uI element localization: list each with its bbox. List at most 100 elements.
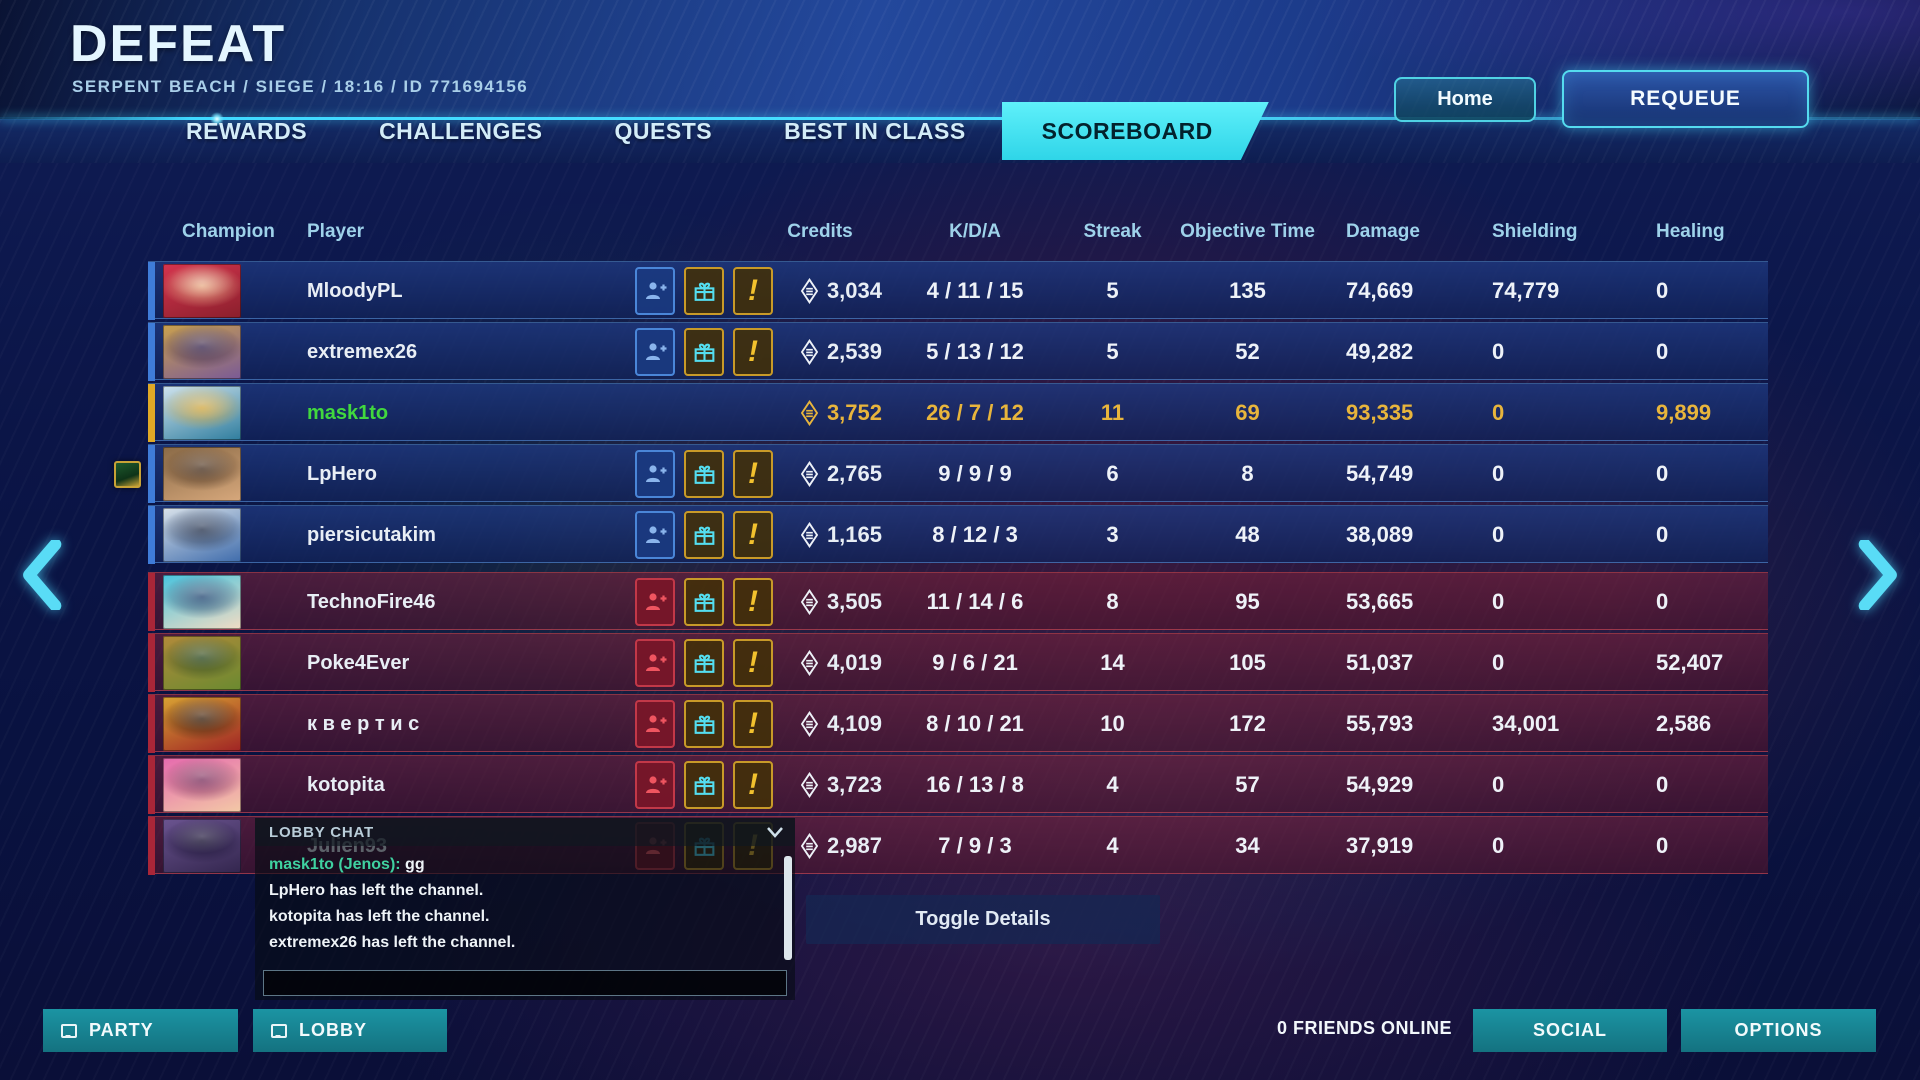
report-exclamation-icon[interactable]: ! (733, 700, 773, 748)
champion-portrait-image (163, 447, 241, 501)
stat-shielding: 0 (1492, 339, 1505, 364)
enemy-team-rows: TechnoFire46 ! 3,505 11 / 14 / 6 8 95 53… (148, 572, 1768, 877)
gift-icon[interactable] (684, 511, 724, 559)
column-header-healing: Healing (1656, 221, 1725, 242)
report-exclamation-icon[interactable]: ! (733, 267, 773, 315)
tab-challenges[interactable]: CHALLENGES (379, 117, 543, 144)
report-exclamation-icon[interactable]: ! (733, 761, 773, 809)
champion-portrait-image (163, 325, 241, 379)
champion-portrait (155, 695, 265, 753)
stat-kda: 9 / 6 / 21 (932, 650, 1018, 675)
add-friend-icon[interactable] (635, 511, 675, 559)
player-rank-badge-icon (114, 461, 141, 488)
stat-streak: 4 (1106, 833, 1119, 858)
report-exclamation-icon[interactable]: ! (733, 328, 773, 376)
party-button[interactable]: PARTY (43, 1009, 238, 1052)
stat-objective-time: 34 (1235, 833, 1260, 858)
team-color-bar (148, 573, 155, 631)
gift-icon[interactable] (684, 578, 724, 626)
stat-credits: 3,723 (750, 772, 890, 798)
player-action-icons: ! (565, 267, 773, 315)
champion-portrait (155, 323, 265, 381)
lobby-button[interactable]: LOBBY (253, 1009, 447, 1052)
team-color-bar (148, 262, 155, 320)
scoreboard-row: kotopita ! 3,723 16 / 13 / 8 4 57 54,929… (148, 755, 1768, 814)
social-button[interactable]: SOCIAL (1473, 1009, 1667, 1052)
credits-value: 2,765 (826, 461, 882, 486)
team-color-bar (148, 817, 155, 875)
stat-damage: 54,749 (1346, 461, 1414, 486)
champion-portrait-image (163, 575, 241, 629)
chat-scrollbar[interactable] (784, 856, 792, 960)
stat-healing: 52,407 (1656, 650, 1724, 675)
player-name: kotopita (307, 773, 385, 796)
requeue-button[interactable]: REQUEUE (1562, 70, 1809, 128)
credits-value: 4,109 (826, 711, 882, 736)
gift-icon[interactable] (684, 267, 724, 315)
gift-icon[interactable] (684, 761, 724, 809)
stat-healing: 0 (1656, 833, 1669, 858)
scoreboard-row: Poke4Ever ! 4,019 9 / 6 / 21 14 105 51,0… (148, 633, 1768, 692)
champion-portrait (155, 262, 265, 320)
tab-quests[interactable]: QUESTS (614, 117, 713, 144)
stat-kda: 7 / 9 / 3 (938, 833, 1012, 858)
stat-shielding: 0 (1492, 589, 1505, 614)
home-button[interactable]: Home (1394, 77, 1536, 122)
stat-shielding: 0 (1492, 833, 1505, 858)
stat-objective-time: 95 (1235, 589, 1260, 614)
scoreboard-row: MloodyPL ! 3,034 4 / 11 / 15 5 135 74,66… (148, 261, 1768, 320)
add-friend-icon[interactable] (635, 639, 675, 687)
champion-portrait (155, 506, 265, 564)
stat-credits: 2,539 (750, 339, 890, 365)
stat-healing: 0 (1656, 589, 1669, 614)
tab-best-in-class[interactable]: BEST IN CLASS (784, 117, 966, 144)
stat-streak: 14 (1100, 650, 1125, 675)
column-header-streak: Streak (1083, 221, 1142, 242)
next-page-arrow[interactable] (1858, 540, 1902, 610)
add-friend-icon[interactable] (635, 578, 675, 626)
report-exclamation-icon[interactable]: ! (733, 450, 773, 498)
stat-shielding: 74,779 (1492, 278, 1560, 303)
report-exclamation-icon[interactable]: ! (733, 511, 773, 559)
lobby-chat-header: LOBBY CHAT (255, 818, 795, 846)
team-color-bar (148, 695, 155, 753)
stat-streak: 6 (1106, 461, 1119, 486)
tab-rewards[interactable]: REWARDS (186, 117, 308, 144)
gift-icon[interactable] (684, 450, 724, 498)
champion-portrait-image (163, 758, 241, 812)
gift-icon[interactable] (684, 700, 724, 748)
add-friend-icon[interactable] (635, 700, 675, 748)
chat-input[interactable] (263, 970, 787, 996)
chevron-down-icon[interactable] (765, 824, 785, 840)
stat-damage: 37,919 (1346, 833, 1414, 858)
champion-portrait-image (163, 636, 241, 690)
add-friend-icon[interactable] (635, 761, 675, 809)
stat-objective-time: 8 (1241, 461, 1254, 486)
credits-value: 3,723 (826, 772, 882, 797)
add-friend-icon[interactable] (635, 267, 675, 315)
header-divider-line (0, 117, 1920, 120)
stat-credits: 3,034 (750, 278, 890, 304)
stat-damage: 49,282 (1346, 339, 1414, 364)
report-exclamation-icon[interactable]: ! (733, 578, 773, 626)
report-exclamation-icon[interactable]: ! (733, 639, 773, 687)
toggle-details-button[interactable]: Toggle Details (806, 895, 1160, 944)
tab-scoreboard[interactable]: SCOREBOARD (1002, 102, 1269, 160)
stat-damage: 53,665 (1346, 589, 1414, 614)
stat-shielding: 0 (1492, 400, 1505, 425)
previous-page-arrow[interactable] (18, 540, 62, 610)
player-action-icons: ! (565, 700, 773, 748)
credits-value: 1,165 (826, 522, 882, 547)
gift-icon[interactable] (684, 328, 724, 376)
options-button[interactable]: OPTIONS (1681, 1009, 1876, 1052)
credits-icon (800, 833, 818, 859)
gift-icon[interactable] (684, 639, 724, 687)
stat-credits: 2,765 (750, 461, 890, 487)
ally-team-rows: MloodyPL ! 3,034 4 / 11 / 15 5 135 74,66… (148, 261, 1768, 566)
stat-kda: 11 / 14 / 6 (926, 589, 1024, 614)
add-friend-icon[interactable] (635, 328, 675, 376)
column-header-champion: Champion (182, 221, 275, 242)
add-friend-icon[interactable] (635, 450, 675, 498)
stat-damage: 55,793 (1346, 711, 1414, 736)
chat-message: kotopita has left the channel. (269, 908, 490, 925)
